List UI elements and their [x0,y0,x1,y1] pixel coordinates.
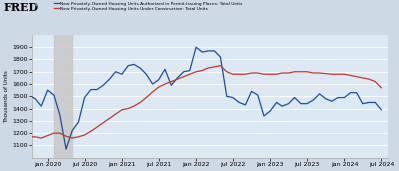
Y-axis label: Thousands of Units: Thousands of Units [4,70,9,123]
Text: ✦: ✦ [34,3,39,8]
Legend: New Privately-Owned Housing Units Authorized in Permit-Issuing Places: Total Uni: New Privately-Owned Housing Units Author… [52,0,245,12]
Bar [54,35,72,158]
Text: FRED: FRED [4,2,39,13]
